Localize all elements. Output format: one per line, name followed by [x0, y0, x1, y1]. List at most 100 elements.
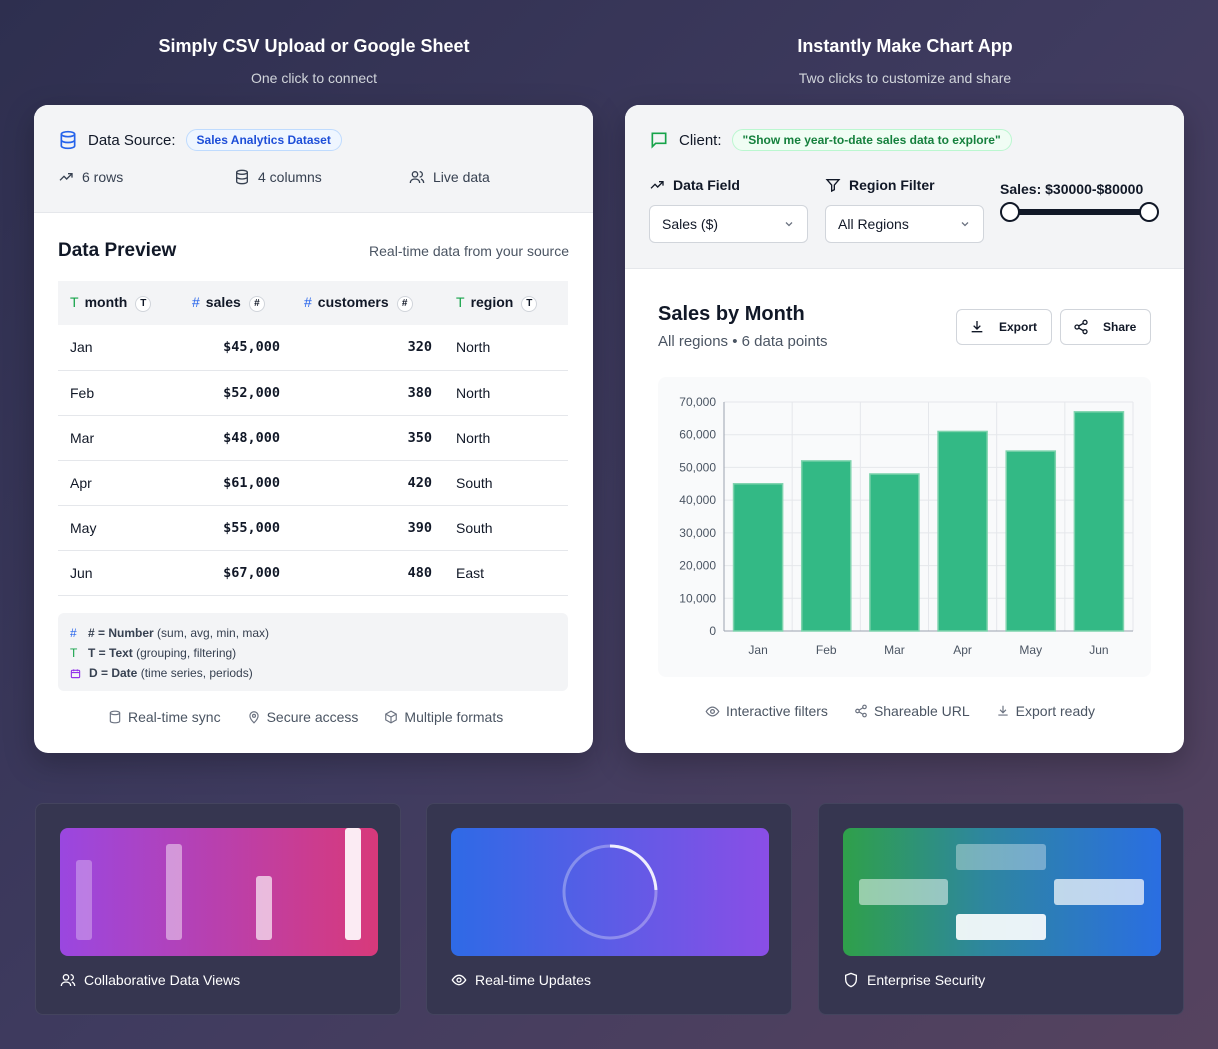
- message-icon: [651, 132, 667, 149]
- legend-number: # # = Number (sum, avg, min, max): [70, 626, 270, 640]
- feature-card-realtime: Real-time Updates: [426, 803, 792, 1015]
- download-icon: [971, 321, 983, 333]
- table-row: Apr $61,000 420 South: [58, 460, 568, 506]
- table-cell: May: [58, 505, 180, 551]
- database-icon: [60, 130, 76, 150]
- security-illustration: [843, 828, 1161, 956]
- users-icon: [60, 974, 76, 987]
- table-cell: 420: [292, 460, 444, 506]
- y-tick-label: 10,000: [679, 591, 716, 605]
- sales-bar-chart: 0 10,000 20,000 30,000 40,000 50,000 60,000 70,…: [679, 395, 1134, 657]
- table-cell: 390: [292, 505, 444, 551]
- shield-icon: [845, 972, 857, 988]
- location-pin-icon: [248, 711, 259, 724]
- chart-app-card: Client: "Show me year-to-date sales data…: [625, 105, 1184, 753]
- table-cell: Mar: [58, 415, 180, 461]
- rows-text: 6 rows: [82, 169, 124, 185]
- sales-range-track[interactable]: [1009, 209, 1149, 215]
- table-cell: 480: [292, 550, 444, 596]
- feature-shareable-url: Shareable URL: [854, 703, 970, 719]
- block-shape: [956, 914, 1046, 940]
- chart-subtitle: All regions • 6 data points: [658, 333, 828, 350]
- bar-jun: [1073, 411, 1125, 632]
- client-quote: "Show me year-to-date sales data to expl…: [731, 129, 1012, 151]
- col-header-customers[interactable]: # customers #: [292, 281, 444, 325]
- feature-export-ready: Export ready: [996, 703, 1095, 719]
- feature-interactive-filters: Interactive filters: [705, 703, 828, 719]
- col-header-sales[interactable]: # sales #: [180, 281, 292, 325]
- x-tick-label: Jan: [748, 643, 767, 657]
- right-hero-title: Instantly Make Chart App: [797, 36, 1013, 56]
- eye-icon: [451, 974, 467, 986]
- table-cell: North: [444, 325, 568, 371]
- y-tick-label: 30,000: [679, 526, 716, 540]
- y-tick-label: 60,000: [679, 428, 716, 442]
- table-row: Mar $48,000 350 North: [58, 415, 568, 461]
- feature-caption: Real-time Updates: [451, 972, 591, 988]
- database-icon: [109, 710, 121, 724]
- data-source-card: Data Source: Sales Analytics Dataset 6 r…: [34, 105, 593, 753]
- filter-icon: [825, 179, 841, 193]
- x-tick-label: May: [1019, 643, 1042, 657]
- preview-footer: Real-time sync Secure access Multiple fo…: [108, 709, 503, 725]
- bar-jan: [732, 483, 784, 632]
- users-icon: [409, 171, 425, 184]
- table-row: Jan $45,000 320 North: [58, 325, 568, 371]
- export-button[interactable]: Export: [956, 309, 1052, 345]
- table-cell: East: [444, 550, 568, 596]
- chart-footer: Interactive filters Shareable URL Export…: [705, 703, 1095, 719]
- table-cell: $67,000: [180, 550, 292, 596]
- bar-feb: [800, 460, 852, 632]
- y-tick-label: 0: [709, 624, 716, 638]
- chevron-down-icon: [785, 222, 793, 227]
- trend-icon: [650, 181, 664, 189]
- feature-secure-access: Secure access: [247, 709, 358, 725]
- table-cell: 350: [292, 415, 444, 461]
- loading-ring-icon: [562, 844, 658, 940]
- y-tick-label: 40,000: [679, 493, 716, 507]
- x-tick-label: Jun: [1089, 643, 1108, 657]
- download-icon: [998, 705, 1008, 716]
- data-source-label: Data Source:: [88, 131, 176, 149]
- feature-caption: Collaborative Data Views: [60, 972, 240, 988]
- region-select[interactable]: All Regions: [825, 205, 984, 243]
- legend-date: D = Date (time series, periods): [70, 663, 556, 683]
- feature-card-security: Enterprise Security: [818, 803, 1184, 1015]
- region-filter-label: Region Filter: [825, 177, 935, 193]
- y-tick-label: 70,000: [679, 395, 716, 409]
- data-field-label: Data Field: [649, 177, 740, 193]
- box-icon: [385, 710, 398, 724]
- chart-title: Sales by Month: [658, 303, 805, 325]
- chevron-down-icon: [961, 222, 969, 227]
- left-hero-subtitle: One click to connect: [250, 70, 378, 86]
- table-cell: $55,000: [180, 505, 292, 551]
- slider-max-handle[interactable]: [1139, 202, 1159, 222]
- y-tick-label: 50,000: [679, 460, 716, 474]
- x-tick-label: Feb: [816, 643, 837, 657]
- client-header: Client: "Show me year-to-date sales data…: [625, 105, 1184, 269]
- table-cell: 320: [292, 325, 444, 371]
- live-text: Live data: [433, 169, 490, 185]
- share-button[interactable]: Share: [1060, 309, 1151, 345]
- table-cell: $48,000: [180, 415, 292, 461]
- bar-shape: [345, 828, 361, 940]
- collaborative-illustration: [60, 828, 378, 956]
- preview-title: Data Preview: [58, 240, 177, 261]
- trend-icon: [59, 173, 73, 181]
- columns-text: 4 columns: [258, 169, 322, 185]
- table-cell: South: [444, 505, 568, 551]
- data-field-select[interactable]: Sales ($): [649, 205, 808, 243]
- rows-count: 6 rows: [58, 169, 123, 185]
- data-source-header: Data Source: Sales Analytics Dataset 6 r…: [34, 105, 593, 213]
- slider-min-handle[interactable]: [1000, 202, 1020, 222]
- table-row: May $55,000 390 South: [58, 505, 568, 551]
- table-cell: 380: [292, 370, 444, 416]
- preview-subtitle: Real-time data from your source: [369, 243, 569, 259]
- sales-range-label: Sales: $30000-$80000: [1000, 181, 1144, 197]
- database-small-icon: [236, 169, 248, 185]
